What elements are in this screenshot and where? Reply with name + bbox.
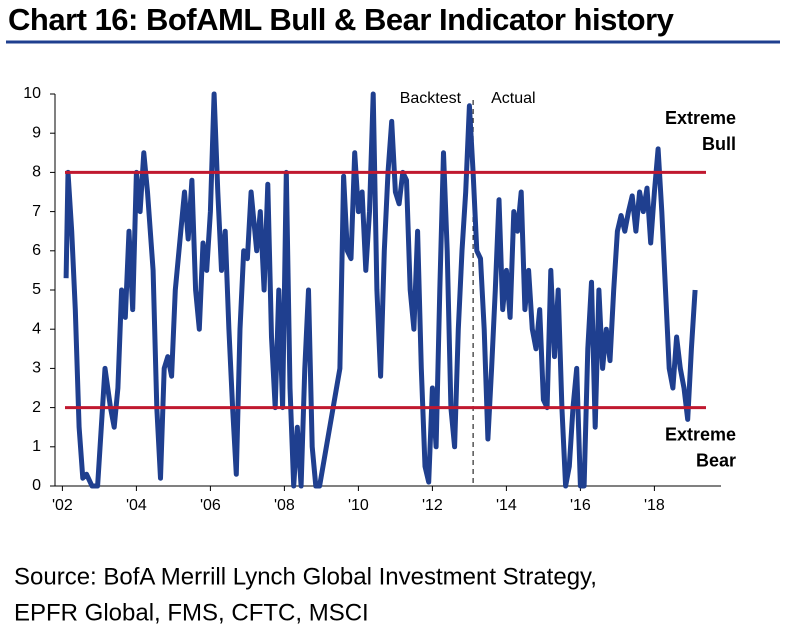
x-tick-label: '16 bbox=[570, 497, 591, 514]
y-tick-label: 9 bbox=[32, 124, 41, 141]
x-tick-label: '08 bbox=[274, 497, 295, 514]
y-tick-label: 10 bbox=[23, 85, 41, 102]
divider-label: Backtest bbox=[400, 90, 462, 107]
x-tick-label: '02 bbox=[52, 497, 73, 514]
source-line: EPFR Global, FMS, CFTC, MSCI bbox=[14, 599, 369, 626]
source-line: Source: BofA Merrill Lynch Global Invest… bbox=[14, 563, 597, 590]
x-tick-label: '10 bbox=[348, 497, 369, 514]
y-tick-label: 3 bbox=[32, 360, 41, 377]
x-tick-label: '12 bbox=[422, 497, 443, 514]
x-tick-label: '18 bbox=[644, 497, 665, 514]
reference-label: Extreme bbox=[665, 424, 736, 444]
y-tick-label: 1 bbox=[32, 438, 41, 455]
divider-label: Actual bbox=[491, 90, 535, 107]
y-tick-label: 4 bbox=[32, 320, 41, 337]
series-line bbox=[63, 91, 698, 489]
x-tick-label: '14 bbox=[496, 497, 517, 514]
reference-label: Bear bbox=[696, 450, 736, 470]
y-tick-label: 5 bbox=[32, 281, 41, 298]
x-tick-label: '06 bbox=[200, 497, 221, 514]
y-tick-label: 8 bbox=[32, 164, 41, 181]
reference-label: Bull bbox=[702, 134, 736, 154]
y-tick-label: 0 bbox=[32, 477, 41, 494]
y-tick-label: 2 bbox=[32, 399, 41, 416]
x-tick-label: '04 bbox=[126, 497, 147, 514]
chart-title: Chart 16: BofAML Bull & Bear Indicator h… bbox=[8, 2, 675, 37]
reference-label: Extreme bbox=[665, 108, 736, 128]
y-tick-label: 7 bbox=[32, 203, 41, 220]
y-tick-label: 6 bbox=[32, 242, 41, 259]
